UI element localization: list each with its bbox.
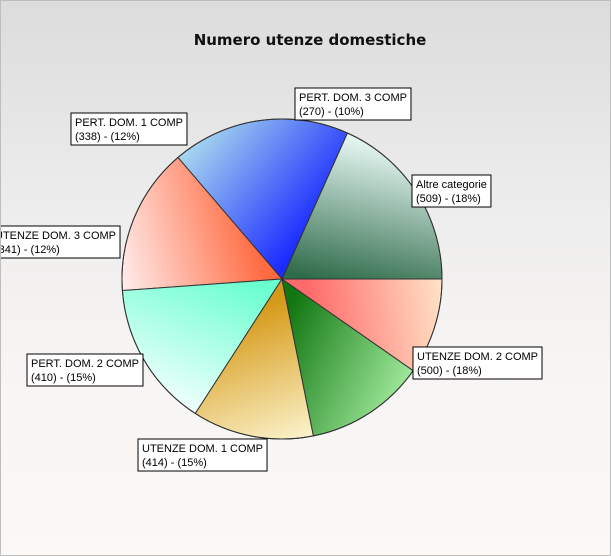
slice-label-box <box>70 112 188 146</box>
slice-label-utenze-dom-3-comp: UTENZE DOM. 3 COMP (341) - (12%) <box>1 225 121 259</box>
slice-label-utenze-dom-1-comp: UTENZE DOM. 1 COMP (414) - (15%) <box>137 438 268 472</box>
slice-label-pert-dom-2-comp: PERT. DOM. 2 COMP (410) - (15%) <box>26 353 144 387</box>
slice-label-box <box>1 225 121 259</box>
slice-label-category: UTENZE DOM. 1 COMP <box>142 443 263 455</box>
pie-outline <box>121 118 443 440</box>
slice-label-value: (414) - (15%) <box>142 457 207 469</box>
slice-label-category: Altre categorie <box>416 179 487 191</box>
slice-label-pert-dom-1-comp: PERT. DOM. 1 COMP (338) - (12%) <box>70 112 188 146</box>
slice-label-box <box>411 174 492 208</box>
slice-labels: Altre categorie (509) - (18%) UTENZE DOM. … <box>1 87 543 472</box>
slice-label-value: (338) - (12%) <box>75 131 140 143</box>
slice-label-pert-dom-3-comp: PERT. DOM. 3 COMP (270) - (10%) <box>294 87 412 121</box>
slice-label-value: (500) - (18%) <box>417 365 482 377</box>
slice-label-category: PERT. DOM. 3 COMP <box>299 92 407 104</box>
slice-label-category: PERT. DOM. 2 COMP <box>31 358 139 370</box>
slice-label-altre-categorie: Altre categorie (509) - (18%) <box>411 174 492 208</box>
slice-label-value: (341) - (12%) <box>1 244 60 256</box>
slice-label-box <box>26 353 144 387</box>
slice-label-value: (270) - (10%) <box>299 106 364 118</box>
slice-label-utenze-dom-2-comp: UTENZE DOM. 2 COMP (500) - (18%) <box>412 346 543 380</box>
slice-label-box <box>294 87 412 121</box>
slice-label-category: PERT. DOM. 1 COMP <box>75 117 183 129</box>
slice-label-value: (509) - (18%) <box>416 193 481 205</box>
chart-title: Numero utenze domestiche <box>194 31 427 49</box>
pie-slices <box>121 118 443 440</box>
slice-label-category: UTENZE DOM. 2 COMP <box>417 351 538 363</box>
slice-label-box <box>412 346 543 380</box>
slice-label-value: (410) - (15%) <box>31 372 96 384</box>
slice-label-box <box>137 438 268 472</box>
slice-label-category: UTENZE DOM. 3 COMP <box>1 230 116 242</box>
